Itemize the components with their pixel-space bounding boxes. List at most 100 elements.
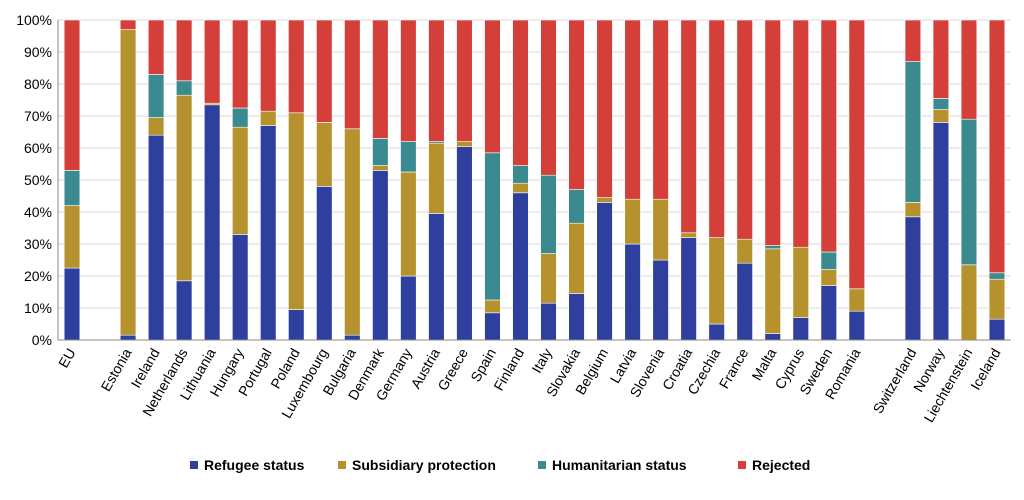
bar-segment-rejected: [260, 19, 277, 112]
y-tick-label: 20%: [24, 268, 52, 284]
bar-segment-refugee-status: [764, 333, 781, 341]
bar-segment-rejected: [540, 19, 557, 176]
bar-segment-subsidiary-protection: [260, 110, 277, 126]
bar-segment-refugee-status: [260, 125, 277, 341]
bar-segment-refugee-status: [680, 237, 697, 341]
bar-segment-rejected: [680, 19, 697, 234]
bar-segment-refugee-status: [400, 275, 417, 341]
bar-segment-rejected: [428, 19, 445, 142]
bar-segment-subsidiary-protection: [372, 165, 389, 171]
bar-segment-subsidiary-protection: [63, 205, 81, 269]
bar-segment-refugee-status: [484, 312, 501, 341]
y-tick-label: 100%: [16, 12, 52, 28]
bar-segment-rejected: [624, 19, 641, 200]
bar-segment-rejected: [316, 19, 333, 123]
bar-segment-subsidiary-protection: [596, 197, 613, 203]
bar-segment-rejected: [904, 19, 922, 62]
bar-segment-refugee-status: [708, 323, 725, 341]
bar-segment-refugee-status: [175, 280, 193, 341]
bar-segment-subsidiary-protection: [400, 171, 417, 277]
bar-segment-subsidiary-protection: [680, 232, 697, 238]
y-tick-label: 30%: [24, 236, 52, 252]
bar-segment-refugee-status: [456, 146, 473, 341]
bar-segment-subsidiary-protection: [708, 237, 725, 325]
bar-segment-subsidiary-protection: [316, 122, 333, 187]
bar-segment-subsidiary-protection: [904, 202, 922, 218]
bar-segment-refugee-status: [792, 317, 809, 341]
y-tick-label: 70%: [24, 108, 52, 124]
bar-segment-humanitarian-status: [820, 251, 837, 270]
bar-segment-humanitarian-status: [484, 152, 501, 301]
bar-segment-subsidiary-protection: [147, 117, 165, 136]
bar-segment-refugee-status: [624, 243, 641, 341]
bar-segment-humanitarian-status: [960, 118, 978, 266]
bar-segment-rejected: [344, 19, 361, 130]
bar-segment-refugee-status: [232, 234, 249, 341]
bar-segment-refugee-status: [820, 285, 837, 341]
y-tick-label: 0%: [32, 332, 52, 348]
legend-label: Rejected: [752, 457, 810, 473]
bar-segment-refugee-status: [736, 262, 753, 341]
x-tick-label: Italy: [528, 346, 555, 376]
bar-segment-rejected: [288, 19, 305, 114]
bar-segment-humanitarian-status: [512, 165, 529, 184]
legend-label: Subsidiary protection: [352, 457, 496, 473]
bar-segment-rejected: [736, 19, 753, 240]
y-tick-label: 50%: [24, 172, 52, 188]
bar-segment-rejected: [848, 19, 865, 290]
bar-segment-refugee-status: [540, 302, 557, 341]
bar-segment-refugee-status: [344, 334, 361, 341]
bar-segment-subsidiary-protection: [428, 142, 445, 214]
bar-segment-refugee-status: [119, 334, 137, 341]
bar-segment-subsidiary-protection: [288, 112, 305, 310]
bar-segment-subsidiary-protection: [540, 253, 557, 304]
bar-segment-rejected: [204, 19, 221, 104]
y-tick-label: 80%: [24, 76, 52, 92]
legend-label: Humanitarian status: [552, 457, 687, 473]
bar-segment-rejected: [988, 19, 1006, 274]
bar-segment-subsidiary-protection: [119, 29, 137, 336]
bar-segment-humanitarian-status: [175, 80, 193, 96]
bar-segment-subsidiary-protection: [792, 246, 809, 318]
bar-segment-subsidiary-protection: [848, 288, 865, 312]
bar-segment-humanitarian-status: [63, 170, 81, 206]
bar-segment-subsidiary-protection: [344, 128, 361, 336]
legend-swatch: [338, 461, 346, 469]
bar-segment-subsidiary-protection: [175, 94, 193, 282]
x-tick-label: Estonia: [97, 345, 134, 394]
bar-segment-humanitarian-status: [147, 74, 165, 118]
bar-segment-rejected: [652, 19, 669, 200]
bar-segment-subsidiary-protection: [932, 109, 950, 123]
bar-segment-refugee-status: [512, 192, 529, 341]
bar-segment-refugee-status: [988, 318, 1006, 341]
bar-segment-rejected: [960, 19, 978, 120]
bar-segment-subsidiary-protection: [988, 278, 1006, 320]
x-tick-label: Switzerland: [869, 346, 919, 417]
bar-segment-refugee-status: [372, 170, 389, 341]
legend-swatch: [738, 461, 746, 469]
bar-segment-rejected: [596, 19, 613, 198]
bar-segment-rejected: [820, 19, 837, 253]
y-tick-label: 90%: [24, 44, 52, 60]
bar-segment-rejected: [708, 19, 725, 238]
bar-segment-humanitarian-status: [904, 61, 922, 203]
bar-segment-refugee-status: [204, 104, 221, 341]
bar-segment-rejected: [372, 19, 389, 139]
bar-segment-humanitarian-status: [932, 98, 950, 110]
bar-segment-rejected: [63, 19, 81, 171]
bar-segment-refugee-status: [568, 293, 585, 341]
y-tick-label: 60%: [24, 140, 52, 156]
legend-swatch: [190, 461, 198, 469]
bar-segment-refugee-status: [932, 122, 950, 341]
bar-segment-subsidiary-protection: [232, 126, 249, 235]
bar-segment-refugee-status: [428, 213, 445, 341]
bar-segment-refugee-status: [848, 310, 865, 341]
bar-segment-refugee-status: [147, 134, 165, 341]
bar-segment-rejected: [568, 19, 585, 190]
bar-segment-humanitarian-status: [568, 189, 585, 224]
bar-segment-refugee-status: [596, 202, 613, 341]
legend-swatch: [538, 461, 546, 469]
bar-segment-humanitarian-status: [400, 141, 417, 173]
bar-segment-subsidiary-protection: [568, 222, 585, 294]
bar-segment-refugee-status: [63, 267, 81, 341]
